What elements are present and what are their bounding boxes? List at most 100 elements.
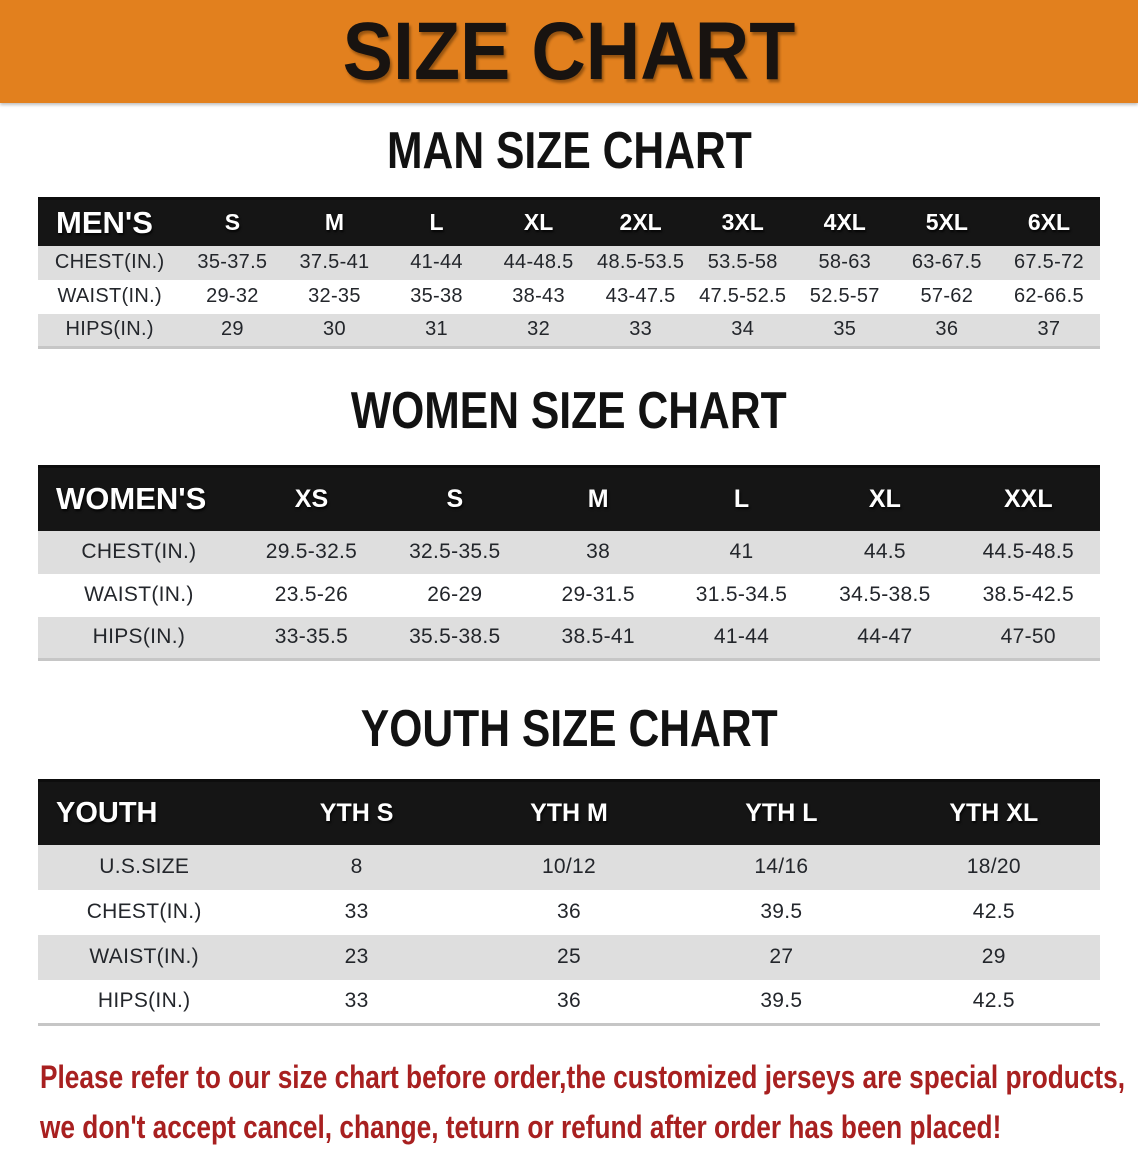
size-value-cell: 25 [556, 945, 581, 968]
size-value-cell: 35 [833, 318, 857, 341]
size-value-cell: 32 [527, 318, 550, 341]
row-label: HIPS(IN.) [97, 989, 191, 1013]
size-column-header: S [181, 197, 284, 246]
size-value-cell: 42.5 [972, 900, 1015, 923]
women-size-table: WOMEN'S XS S M L XL XXL CHEST(IN.) 29.5-32.5 32.5… [38, 465, 1100, 661]
row-label: CHEST(IN.) [54, 251, 165, 273]
youth-table-title: YOUTH [38, 779, 251, 845]
size-value-cell: 32.5-35.5 [409, 540, 501, 563]
size-value-cell: 67.5-72 [1013, 251, 1084, 273]
size-value-cell: 37 [1037, 318, 1061, 341]
men-table-title: MEN'S [38, 197, 182, 246]
size-column-header: YTH L [675, 779, 888, 845]
measurement-row: CHEST(IN.) 33 36 39.5 42.5 [38, 889, 1100, 935]
row-label: WAIST(IN.) [57, 285, 162, 307]
size-chart-banner: SIZE CHART [0, 0, 1138, 103]
order-policy-note: Please refer to our size chart before or… [40, 1052, 1138, 1152]
size-value-cell: 47.5-52.5 [699, 285, 787, 307]
men-table-header-row: MEN'S S M L XL 2XL 3XL 4XL 5XL 6XL [38, 197, 1100, 246]
size-value-cell: 33 [344, 989, 369, 1013]
measurement-row: CHEST(IN.) 29.5-32.5 32.5-35.5 38 41 44.5 44.5… [38, 530, 1100, 574]
size-value-cell: 33 [629, 318, 653, 341]
measurement-row: HIPS(IN.) 29 30 31 32 33 34 35 36 37 [38, 313, 1100, 348]
size-value-cell: 58-63 [818, 251, 872, 273]
size-value-cell: 41-44 [410, 251, 463, 273]
size-value-cell: 57-62 [920, 285, 974, 307]
measurement-row: U.S.SIZE 8 10/12 14/16 18/20 [38, 844, 1100, 890]
size-value-cell: 39.5 [760, 900, 803, 923]
size-value-cell: 62-66.5 [1013, 285, 1084, 307]
size-value-cell: 23 [344, 945, 369, 968]
row-label: CHEST(IN.) [86, 900, 202, 923]
row-label: HIPS(IN.) [92, 625, 186, 649]
size-value-cell: 36 [935, 318, 959, 341]
policy-line-1: Please refer to our size chart before or… [40, 1059, 1126, 1095]
row-label: WAIST(IN.) [89, 945, 199, 968]
women-section-heading-text: WOMEN SIZE CHART [351, 382, 787, 440]
size-value-cell: 44-48.5 [503, 251, 574, 273]
size-value-cell: 29 [981, 945, 1006, 968]
youth-table-header-row: YOUTH YTH S YTH M YTH L YTH XL [38, 779, 1100, 845]
size-column-header: S [383, 465, 527, 531]
size-value-cell: 31.5-34.5 [695, 583, 788, 606]
size-value-cell: 38.5-42.5 [982, 583, 1074, 606]
policy-line-2: we don't accept cancel, change, teturn o… [40, 1109, 1002, 1145]
measurement-row: HIPS(IN.) 33-35.5 35.5-38.5 38.5-41 41-44 44-… [38, 616, 1100, 660]
size-value-cell: 34.5-38.5 [839, 583, 931, 606]
size-value-cell: 53.5-58 [707, 251, 778, 273]
measurement-row: HIPS(IN.) 33 36 39.5 42.5 [38, 979, 1100, 1025]
size-value-cell: 52.5-57 [809, 285, 880, 307]
size-value-cell: 27 [769, 945, 794, 968]
size-column-header: 6XL [997, 197, 1100, 246]
size-value-cell: 8 [350, 855, 363, 878]
women-section-heading: WOMEN SIZE CHART [0, 349, 1138, 465]
size-value-cell: 29 [220, 318, 244, 341]
size-column-header: 2XL [589, 197, 692, 246]
size-column-header: 4XL [793, 197, 896, 246]
size-column-header: YTH S [250, 779, 463, 845]
size-value-cell: 29-32 [206, 285, 259, 307]
size-value-cell: 31 [425, 318, 448, 341]
size-value-cell: 29-31.5 [561, 583, 635, 606]
size-column-header: M [526, 465, 670, 531]
size-value-cell: 41 [729, 540, 754, 563]
size-value-cell: 44-47 [857, 625, 913, 649]
size-column-header: XL [813, 465, 957, 531]
men-section-heading: MAN SIZE CHART [0, 103, 1138, 197]
size-value-cell: 18/20 [966, 855, 1021, 878]
size-value-cell: 43-47.5 [605, 285, 676, 307]
row-label: WAIST(IN.) [84, 583, 194, 606]
size-value-cell: 23.5-26 [274, 583, 349, 606]
size-value-cell: 35-38 [410, 285, 463, 307]
size-column-header: XL [487, 197, 590, 246]
youth-section-heading: YOUTH SIZE CHART [0, 661, 1138, 779]
size-value-cell: 30 [323, 318, 346, 341]
size-value-cell: 33-35.5 [274, 625, 349, 649]
size-column-header: M [283, 197, 386, 246]
measurement-row: CHEST(IN.) 35-37.5 37.5-41 41-44 44-48.5 48.5… [38, 245, 1100, 280]
size-value-cell: 42.5 [972, 989, 1015, 1013]
size-value-cell: 36 [556, 900, 581, 923]
size-column-header: YTH M [462, 779, 676, 845]
size-value-cell: 29.5-32.5 [265, 540, 358, 563]
size-value-cell: 34 [731, 318, 755, 341]
size-column-header: 5XL [895, 197, 998, 246]
men-size-table: MEN'S S M L XL 2XL 3XL 4XL 5XL 6XL CHEST(IN.) 35-37… [38, 197, 1100, 349]
row-label: U.S.SIZE [99, 855, 190, 878]
size-value-cell: 48.5-53.5 [597, 251, 685, 273]
size-column-header: XXL [956, 465, 1100, 531]
size-value-cell: 26-29 [427, 583, 483, 606]
size-value-cell: 35.5-38.5 [409, 625, 501, 649]
size-value-cell: 35-37.5 [197, 251, 268, 273]
banner-title: SIZE CHART [342, 5, 796, 97]
size-column-header: 3XL [691, 197, 794, 246]
youth-section-heading-text: YOUTH SIZE CHART [360, 700, 778, 758]
size-value-cell: 32-35 [308, 285, 361, 307]
size-value-cell: 38 [586, 540, 611, 563]
size-column-header: YTH XL [887, 779, 1100, 845]
size-value-cell: 63-67.5 [911, 251, 982, 273]
measurement-row: WAIST(IN.) 23 25 27 29 [38, 934, 1100, 980]
women-table-header-row: WOMEN'S XS S M L XL XXL [38, 465, 1100, 531]
measurement-row: WAIST(IN.) 29-32 32-35 35-38 38-43 43-47.5 47.… [38, 279, 1100, 314]
size-value-cell: 14/16 [754, 855, 809, 878]
